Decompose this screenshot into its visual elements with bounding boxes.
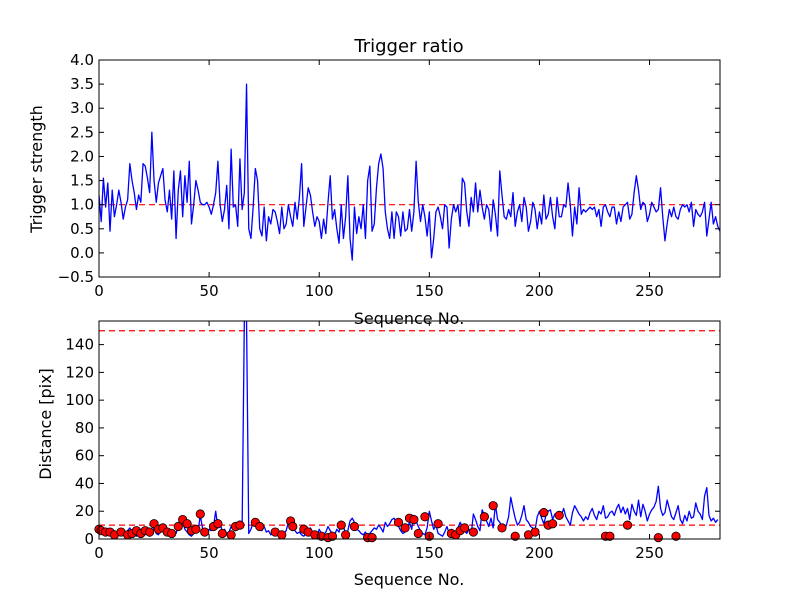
y-tick-label: 0.0 [70, 244, 94, 262]
data-point [226, 530, 236, 540]
data-point [468, 527, 478, 537]
data-point [167, 528, 177, 539]
series-line [99, 321, 719, 537]
y-tick-label: −0.5 [58, 268, 94, 286]
y-tick-label: 120 [65, 363, 94, 381]
data-point [255, 521, 265, 532]
plot-area: 0 50 100 150 200 250 −0.5 0.0 0.5 1.0 1.5 2.0 2.5 3.0… [58, 51, 721, 300]
data-point [235, 520, 245, 530]
y-tick-label: 2.0 [70, 147, 94, 165]
y-axis-label: Distance [pix] [36, 368, 55, 480]
x-tick-label: 50 [200, 282, 219, 300]
data-point [200, 527, 210, 537]
y-tick-label: 100 [65, 391, 94, 409]
x-axis-label: Sequence No. [354, 309, 465, 328]
data-point [488, 501, 498, 511]
x-tick-label: 100 [305, 544, 334, 562]
y-tick-label: 1.0 [70, 196, 94, 214]
data-point [336, 520, 346, 530]
y-tick-label: 2.5 [70, 123, 94, 141]
x-tick-label: 250 [635, 544, 664, 562]
x-tick-label: 50 [200, 544, 219, 562]
data-point [367, 533, 377, 543]
x-tick-label: 200 [525, 282, 554, 300]
data-point [548, 519, 558, 529]
data-point [479, 512, 489, 522]
y-tick-label: 140 [65, 336, 94, 354]
data-point [605, 531, 615, 541]
data-point [413, 528, 423, 539]
x-axis-label: Sequence No. [354, 570, 465, 589]
data-point [213, 519, 223, 529]
x-tick-label: 150 [415, 544, 444, 562]
distance-chart: Distance [pix] Sequence No. 0 50 100 150 200… [36, 320, 721, 589]
x-tick-label: 150 [415, 282, 444, 300]
y-tick-label: 4.0 [70, 51, 94, 69]
data-point [195, 509, 205, 519]
x-tick-label: 0 [94, 282, 104, 300]
data-point [554, 510, 564, 520]
data-point [400, 523, 410, 533]
plot-clip [99, 321, 720, 537]
data-point [145, 527, 155, 537]
y-tick-label: 80 [75, 419, 94, 437]
data-point [497, 523, 507, 533]
x-tick-label: 100 [305, 282, 334, 300]
y-tick-label: 60 [75, 447, 94, 465]
data-point [288, 521, 298, 532]
axes-frame [98, 59, 721, 278]
axes-frame [98, 320, 721, 540]
plot-area: 0 50 100 150 200 250 0 20 40 60 80 100 120 140 [65, 320, 721, 562]
y-tick-label: 1.5 [70, 172, 94, 190]
data-point [671, 531, 681, 541]
data-point [409, 514, 419, 525]
plot-clip [99, 83, 720, 261]
data-point [277, 530, 287, 540]
y-tick-label: 0 [84, 530, 94, 548]
data-point [327, 531, 338, 541]
chart-title: Trigger ratio [353, 36, 463, 57]
data-point [182, 519, 192, 529]
y-axis-label: Trigger strength [27, 105, 46, 234]
trigger-ratio-chart: Trigger ratio Trigger strength Sequence … [27, 36, 721, 328]
data-point [393, 517, 404, 527]
data-point [510, 531, 520, 541]
x-tick-label: 250 [635, 282, 664, 300]
data-point [420, 512, 430, 522]
data-point [622, 520, 633, 530]
y-tick-label: 3.5 [70, 75, 94, 93]
x-tick-label: 0 [94, 544, 104, 562]
y-tick-label: 3.0 [70, 99, 94, 117]
data-point [217, 528, 227, 539]
data-point [341, 530, 351, 540]
y-tick-label: 20 [75, 502, 94, 520]
x-tick-label: 200 [525, 544, 554, 562]
data-point [459, 523, 470, 533]
data-point [653, 533, 663, 543]
series-line [99, 83, 720, 261]
data-point [433, 519, 443, 529]
data-point [539, 508, 549, 518]
y-tick-label: 0.5 [70, 220, 94, 238]
data-point [173, 521, 183, 532]
data-point [191, 524, 201, 534]
data-point [530, 527, 540, 537]
y-tick-label: 40 [75, 474, 94, 492]
data-point [349, 521, 360, 532]
